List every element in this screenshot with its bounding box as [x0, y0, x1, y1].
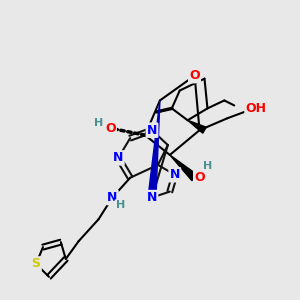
Text: N: N — [169, 168, 180, 181]
Text: OH: OH — [245, 102, 266, 115]
Text: O: O — [194, 171, 205, 184]
Text: H: H — [94, 118, 103, 128]
Polygon shape — [188, 120, 206, 133]
Text: N: N — [147, 191, 157, 204]
Text: S: S — [32, 257, 40, 270]
Polygon shape — [170, 155, 197, 181]
Text: O: O — [105, 122, 116, 135]
Text: N: N — [113, 152, 124, 164]
Text: H: H — [116, 200, 125, 211]
Text: H: H — [203, 161, 212, 171]
Polygon shape — [148, 100, 160, 198]
Text: N: N — [107, 191, 118, 204]
Text: N: N — [147, 124, 157, 137]
Text: O: O — [189, 69, 200, 82]
